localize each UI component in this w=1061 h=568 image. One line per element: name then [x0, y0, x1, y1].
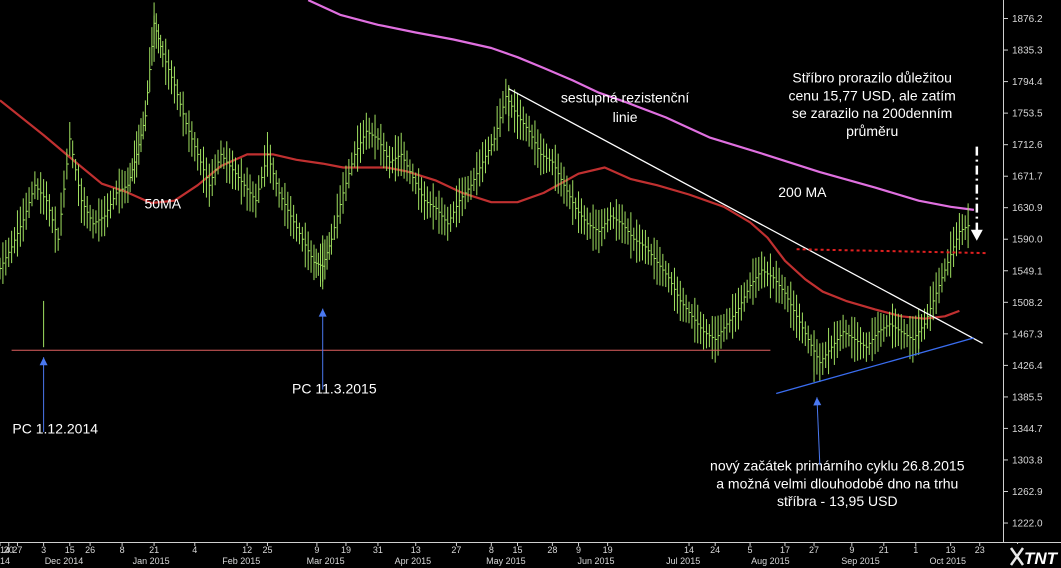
time-month-label: 2014 — [0, 556, 10, 566]
time-day-label: 8 — [489, 545, 494, 555]
time-month-label: Feb 2015 — [222, 556, 260, 566]
price-tick-label: 1876.2 — [1012, 14, 1043, 25]
price-tick-label: 1508.2 — [1012, 298, 1043, 309]
time-axis: 2014202731526821412259193113278152891914… — [0, 542, 1061, 568]
time-day-label: 13 — [411, 545, 421, 555]
time-day-label: 27 — [12, 545, 22, 555]
time-day-label: 2014 — [0, 545, 10, 555]
annotation-text: stříbra - 13,95 USD — [777, 493, 898, 509]
series-50-ma — [0, 99, 960, 320]
brand-logo: TNT — [1007, 544, 1061, 568]
time-day-label: 25 — [262, 545, 272, 555]
annotation-arrow — [816, 397, 821, 466]
annotation-text: 200 MA — [778, 184, 827, 200]
price-tick-label: 1385.5 — [1012, 392, 1043, 403]
time-day-label: 9 — [849, 545, 854, 555]
time-day-label: 21 — [879, 545, 889, 555]
time-month-label: Jan 2015 — [133, 556, 170, 566]
time-day-label: 19 — [603, 545, 613, 555]
price-tick-label: 1262.9 — [1012, 487, 1043, 498]
annotation-arrowhead — [970, 229, 983, 241]
time-day-label: 9 — [576, 545, 581, 555]
time-day-label: 23 — [975, 545, 985, 555]
annotation-text: nový začátek primárního cyklu 26.8.2015 — [710, 458, 965, 474]
price-tick-label: 1671.7 — [1012, 172, 1043, 183]
time-day-label: 31 — [373, 545, 383, 555]
price-axis-background — [1003, 0, 1061, 542]
price-tick-label: 1590.0 — [1012, 235, 1043, 246]
time-day-label: 21 — [149, 545, 159, 555]
time-day-label: 26 — [85, 545, 95, 555]
price-tick-label: 1712.6 — [1012, 140, 1043, 151]
time-day-label: 15 — [65, 545, 75, 555]
time-day-label: 4 — [192, 545, 197, 555]
annotation-arrowhead — [39, 357, 48, 366]
price-tick-label: 1222.0 — [1012, 519, 1043, 530]
annotation-arrowhead — [318, 308, 327, 317]
time-day-label: 3 — [41, 545, 46, 555]
time-day-label: 1 — [913, 545, 918, 555]
annotation-text: PC 1.12.2014 — [12, 421, 98, 437]
brand-mark-icon — [1009, 547, 1025, 566]
price-tick-label: 1303.8 — [1012, 455, 1043, 466]
time-day-label: 15 — [512, 545, 522, 555]
annotation-text: cenu 15,77 USD, ale zatím — [789, 87, 956, 103]
time-day-label: 13 — [946, 545, 956, 555]
time-day-label: 24 — [710, 545, 720, 555]
annotation-text: linie — [613, 109, 638, 125]
series-support — [776, 337, 975, 395]
time-month-label: Sep 2015 — [841, 556, 880, 566]
time-day-label: 20 — [4, 545, 14, 555]
time-day-label: 19 — [341, 545, 351, 555]
annotation-layer: 50MA 200 MA sestupná rezistenční linie Stříb… — [12, 70, 983, 509]
price-tick-label: 1630.9 — [1012, 203, 1043, 214]
series-layer — [0, 0, 986, 395]
time-day-label: 27 — [451, 545, 461, 555]
time-axis-background — [0, 542, 1061, 568]
time-month-label: Jul 2015 — [666, 556, 700, 566]
price-axis: 1876.2 1835.3 1794.4 1753.5 1712.6 1671.7 1630… — [1003, 0, 1061, 542]
brand-text: TNT — [1024, 549, 1059, 568]
time-month-label: Apr 2015 — [395, 556, 432, 566]
price-tick-label: 1794.4 — [1012, 77, 1043, 88]
price-tick-label: 1549.1 — [1012, 266, 1043, 277]
time-day-label: 17 — [780, 545, 790, 555]
time-day-label: 14 — [684, 545, 694, 555]
time-month-label: May 2015 — [486, 556, 526, 566]
time-month-label: Mar 2015 — [307, 556, 345, 566]
time-day-label: 5 — [748, 545, 753, 555]
annotation-text: a možná velmi dlouhodobé dno na trhu — [716, 475, 958, 491]
price-tick-label: 1467.3 — [1012, 329, 1043, 340]
series-sestupn-rezisten-n-linie — [508, 88, 983, 344]
price-tick-label: 1753.5 — [1012, 109, 1043, 120]
price-tick-label: 1344.7 — [1012, 424, 1043, 435]
annotation-arrowhead — [813, 397, 822, 406]
time-day-label: 28 — [547, 545, 557, 555]
time-day-label: 9 — [314, 545, 319, 555]
time-month-label: Aug 2015 — [751, 556, 790, 566]
time-month-label: Jun 2015 — [577, 556, 614, 566]
time-day-label: 12 — [242, 545, 252, 555]
annotation-text: PC 11.3.2015 — [292, 380, 377, 396]
price-tick-label: 1835.3 — [1012, 46, 1043, 57]
time-day-label: 8 — [120, 545, 125, 555]
annotation-text: se zarazilo na 200denním — [792, 105, 952, 121]
annotation-text: 50MA — [145, 195, 182, 211]
annotation-text: sestupná rezistenční — [561, 90, 690, 106]
time-month-label: Dec 2014 — [45, 556, 84, 566]
time-month-label: Oct 2015 — [929, 556, 966, 566]
series-resistance-15-77-usd — [796, 248, 986, 255]
series-200-ma — [307, 0, 975, 211]
annotation-text: Stříbro prorazilo důležitou — [792, 70, 952, 86]
annotation-text: průměru — [846, 123, 898, 139]
price-tick-label: 1426.4 — [1012, 361, 1043, 372]
time-day-label: 27 — [809, 545, 819, 555]
